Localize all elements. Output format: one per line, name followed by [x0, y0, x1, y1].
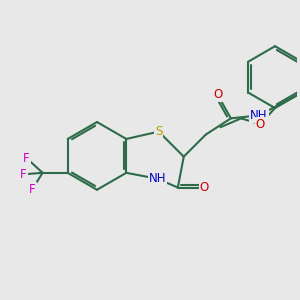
- Text: S: S: [155, 125, 162, 138]
- Text: F: F: [23, 152, 30, 165]
- Text: NH: NH: [148, 172, 166, 185]
- Text: O: O: [256, 118, 265, 131]
- Text: O: O: [200, 181, 209, 194]
- Text: O: O: [213, 88, 222, 101]
- Text: F: F: [29, 182, 36, 196]
- Text: NH: NH: [250, 109, 268, 122]
- Text: F: F: [20, 168, 27, 181]
